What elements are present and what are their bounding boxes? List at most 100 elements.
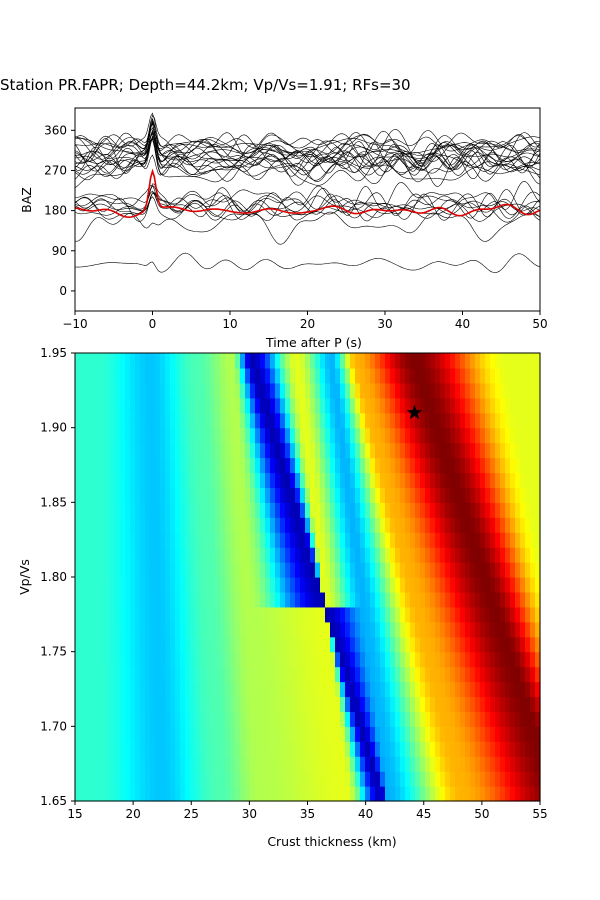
rf-trace <box>74 190 541 216</box>
heatmap-cell <box>245 472 251 488</box>
heatmap-cell <box>295 726 301 742</box>
rf-trace <box>74 180 541 219</box>
heatmap-cell <box>510 786 516 802</box>
heatmap-cell <box>285 666 291 683</box>
heatmap-cell <box>425 591 431 608</box>
heatmap-cell <box>75 771 81 787</box>
heatmap-cell <box>525 771 531 787</box>
heatmap-cell <box>390 532 396 548</box>
heatmap-cell <box>490 636 496 653</box>
top-y-tick-label: 270 <box>44 163 67 177</box>
heatmap-cell <box>230 651 236 668</box>
heatmap-cell <box>370 472 376 488</box>
heatmap-cell <box>495 412 501 429</box>
heatmap-cell <box>430 621 436 638</box>
heatmap-cell <box>165 771 171 787</box>
heatmap-cell <box>215 591 221 608</box>
heatmap-cell <box>475 547 481 563</box>
heatmap-cell <box>390 367 396 384</box>
heatmap-cell <box>245 696 251 712</box>
heatmap-cell <box>185 427 191 444</box>
heatmap-cell <box>495 681 501 698</box>
heatmap-cell <box>455 532 461 548</box>
heatmap-cell <box>300 771 306 787</box>
heatmap-cell <box>465 591 471 608</box>
heatmap-cell <box>360 696 366 712</box>
heatmap-cell <box>450 621 456 638</box>
heatmap-cell <box>470 741 476 757</box>
heatmap-cell <box>125 666 131 683</box>
heatmap-cell <box>100 427 106 444</box>
heatmap-cell <box>335 547 341 563</box>
top-x-axis-label: Time after P (s) <box>265 335 362 350</box>
heatmap-cell <box>245 517 251 533</box>
heatmap-cell <box>215 457 221 474</box>
heatmap-cell <box>420 726 426 742</box>
heatmap-cell <box>225 696 231 712</box>
heatmap-cell <box>475 681 481 698</box>
rf-trace <box>74 211 541 245</box>
heatmap-cell <box>415 502 421 518</box>
heatmap-cell <box>200 472 206 488</box>
heatmap-cell <box>255 681 261 698</box>
heatmap-cell <box>480 621 486 638</box>
heatmap-cell <box>480 517 486 533</box>
heatmap-cell <box>95 517 101 533</box>
heatmap-cell <box>400 367 406 384</box>
heatmap-cell <box>140 711 146 727</box>
heatmap-cell <box>510 502 516 518</box>
heatmap-cell <box>90 636 96 653</box>
heatmap-cell <box>245 606 251 623</box>
heatmap-cell <box>280 681 286 698</box>
heatmap-cell <box>85 651 91 668</box>
heatmap-cell <box>300 472 306 488</box>
heatmap-cell <box>160 711 166 727</box>
heatmap-cell <box>120 606 126 623</box>
heatmap-cell <box>225 681 231 698</box>
heatmap-cell <box>75 353 81 369</box>
heatmap-cell <box>280 367 286 384</box>
heatmap-cell <box>485 621 491 638</box>
heatmap-cell <box>205 442 211 459</box>
heatmap-cell <box>395 502 401 518</box>
heatmap-cell <box>75 562 81 578</box>
heatmap-cell <box>200 741 206 757</box>
heatmap-cell <box>430 711 436 727</box>
heatmap-cell <box>375 547 381 563</box>
heatmap-cell <box>220 577 226 593</box>
heatmap-cell <box>425 666 431 683</box>
heatmap-cell <box>325 502 331 518</box>
heatmap-cell <box>210 367 216 384</box>
heatmap-cell <box>235 367 241 384</box>
heatmap-cell <box>100 651 106 668</box>
heatmap-cell <box>520 621 526 638</box>
heatmap-cell <box>175 353 181 369</box>
heatmap-cell <box>170 666 176 683</box>
heatmap-cell <box>455 502 461 518</box>
heatmap-cell <box>270 517 276 533</box>
heatmap-cell <box>200 651 206 668</box>
heatmap-cell <box>260 681 266 698</box>
heatmap-cell <box>355 786 361 802</box>
heatmap-cell <box>300 532 306 548</box>
heatmap-cell <box>135 487 141 503</box>
heatmap-cell <box>255 442 261 459</box>
heatmap-cell <box>175 532 181 548</box>
heatmap-cell <box>160 726 166 742</box>
heatmap-cell <box>470 472 476 488</box>
heatmap-cell <box>275 726 281 742</box>
heatmap-cell <box>110 621 116 638</box>
rf-trace <box>74 120 541 176</box>
heatmap-cell <box>205 367 211 384</box>
heatmap-cell <box>200 606 206 623</box>
heatmap-cell <box>115 577 121 593</box>
heatmap-cell <box>430 786 436 802</box>
heatmap-cell <box>460 397 466 414</box>
heatmap-cell <box>135 606 141 623</box>
heatmap-cell <box>235 562 241 578</box>
heatmap-cell <box>220 756 226 772</box>
heatmap-cell <box>520 442 526 459</box>
heatmap-cell <box>420 786 426 802</box>
heatmap-cell <box>185 786 191 802</box>
heatmap-cell <box>165 353 171 369</box>
